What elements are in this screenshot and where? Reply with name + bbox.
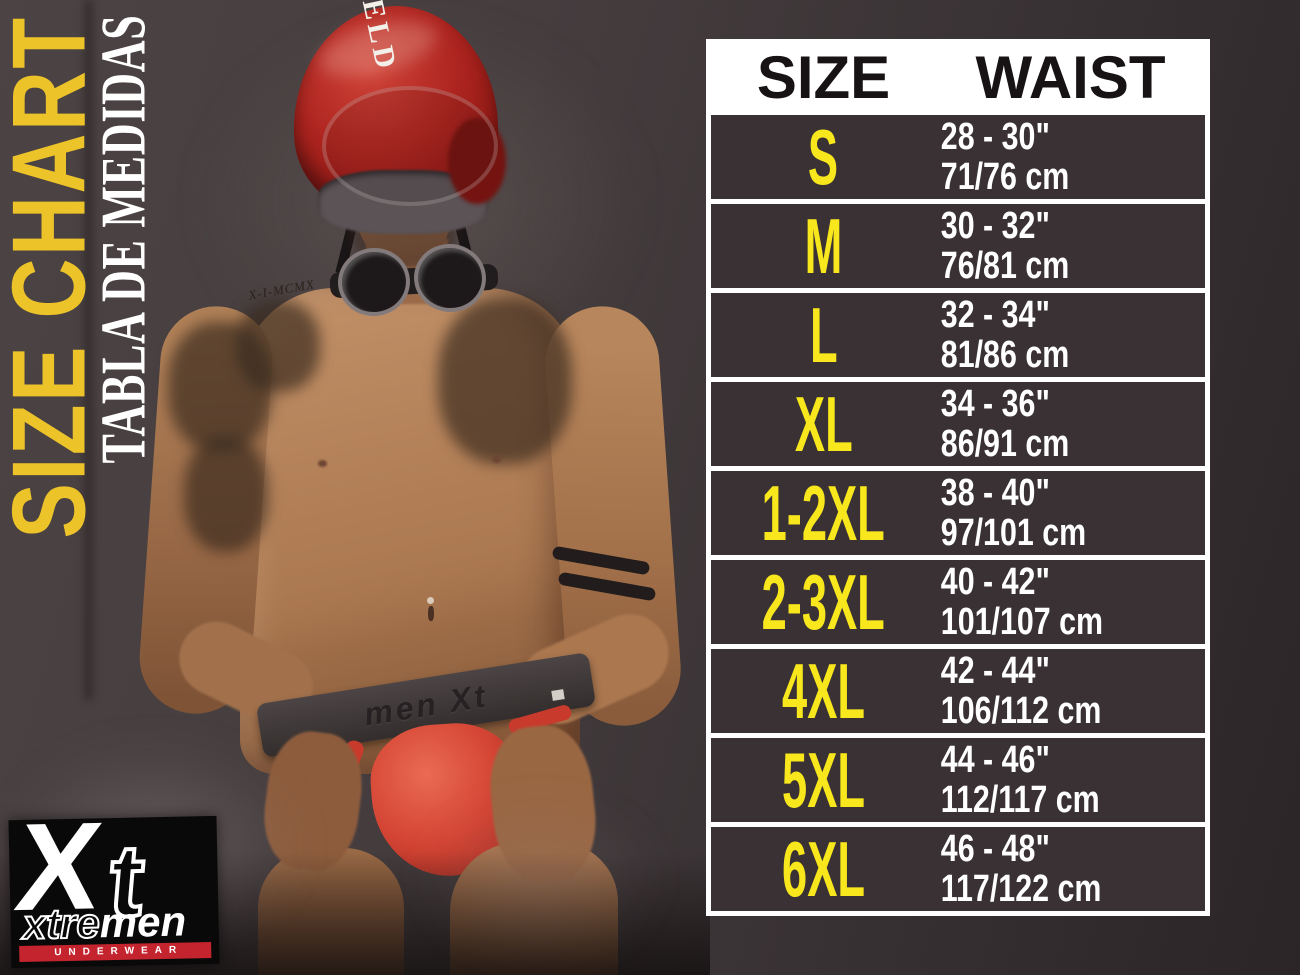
waist-inches: 38 - 40" <box>940 472 1050 514</box>
logo-wordmark: xtremen <box>21 897 187 949</box>
table-header-row: SIZE WAIST <box>711 43 1205 111</box>
column-header-waist: WAIST <box>975 43 1166 111</box>
model-detail <box>492 456 501 463</box>
table-row: 2-3XL 40 - 42" 101/107 cm <box>711 558 1205 646</box>
table-row: 5XL 44 - 46" 112/117 cm <box>711 736 1205 824</box>
underwear-banner: UNDERWEAR <box>19 941 212 962</box>
waist-inches: 40 - 42" <box>940 561 1050 603</box>
size-label: L <box>809 290 838 379</box>
waist-inches: 30 - 32" <box>940 205 1050 247</box>
size-label: S <box>808 112 839 201</box>
waist-value: 42 - 44" 106/112 cm <box>936 651 1151 731</box>
size-label: 6XL <box>782 824 865 913</box>
smoke-effect <box>420 800 660 960</box>
waist-inches: 44 - 46" <box>940 739 1050 781</box>
size-label: 2-3XL <box>761 557 886 646</box>
size-label: M <box>804 201 843 290</box>
column-header-size: SIZE <box>756 43 891 111</box>
arm-tattoo <box>184 436 268 552</box>
chest-tattoo <box>438 298 572 464</box>
waist-value: 38 - 40" 97/101 cm <box>936 473 1151 553</box>
waist-cm: 106/112 cm <box>940 690 1102 732</box>
size-label: 5XL <box>782 735 865 824</box>
waist-value: 28 - 30" 71/76 cm <box>936 117 1151 197</box>
table-row: M 30 - 32" 76/81 cm <box>711 202 1205 290</box>
waist-cm: 97/101 cm <box>940 512 1087 554</box>
waist-value: 40 - 42" 101/107 cm <box>936 562 1151 642</box>
logo-word-solid: men <box>99 897 187 947</box>
size-chart-table: SIZE WAIST S 28 - 30" 71/76 cm M 30 - 32… <box>706 39 1210 916</box>
waist-cm: 112/117 cm <box>940 779 1100 821</box>
table-row: 1-2XL 38 - 40" 97/101 cm <box>711 469 1205 557</box>
model-detail <box>318 460 327 467</box>
waist-value: 34 - 36" 86/91 cm <box>936 384 1151 464</box>
waist-cm: 76/81 cm <box>940 245 1070 287</box>
model-navel <box>428 606 434 621</box>
waist-cm: 101/107 cm <box>940 601 1104 643</box>
waistband-tag <box>551 689 565 701</box>
waist-inches: 42 - 44" <box>940 650 1050 692</box>
waist-inches: 46 - 48" <box>940 828 1050 870</box>
model-photo: X-I-MCMX ELD men Xt <box>0 0 710 975</box>
helmet-visor <box>322 86 498 206</box>
waist-value: 32 - 34" 81/86 cm <box>936 295 1151 375</box>
table-row: 4XL 42 - 44" 106/112 cm <box>711 647 1205 735</box>
size-label: 4XL <box>782 646 865 735</box>
size-label: 1-2XL <box>761 468 886 557</box>
page-subtitle: TABLA DE MEDIDAS <box>88 14 159 464</box>
underwear-banner-text: UNDERWEAR <box>54 944 184 959</box>
logo-word-outline: xtre <box>21 898 101 949</box>
table-row: S 28 - 30" 71/76 cm <box>711 113 1205 201</box>
waist-inches: 32 - 34" <box>940 294 1050 336</box>
waist-inches: 34 - 36" <box>940 383 1050 425</box>
navel-piercing <box>427 597 434 604</box>
table-row: XL 34 - 36" 86/91 cm <box>711 380 1205 468</box>
wall-corner-shadow <box>84 0 93 700</box>
table-row: 6XL 46 - 48" 117/122 cm <box>711 825 1205 913</box>
xtremen-logo: X t xtremen UNDERWEAR <box>8 797 220 969</box>
shoulder-tattoo <box>236 300 320 392</box>
waist-value: 46 - 48" 117/122 cm <box>936 829 1151 909</box>
waist-inches: 28 - 30" <box>940 116 1050 158</box>
waist-cm: 71/76 cm <box>940 156 1070 198</box>
waist-value: 30 - 32" 76/81 cm <box>936 206 1151 286</box>
size-label: XL <box>794 379 853 468</box>
waist-cm: 117/122 cm <box>940 868 1102 910</box>
waist-cm: 86/91 cm <box>940 423 1070 465</box>
waist-value: 44 - 46" 112/117 cm <box>936 740 1151 820</box>
table-row: L 32 - 34" 81/86 cm <box>711 291 1205 379</box>
waist-cm: 81/86 cm <box>940 334 1070 376</box>
